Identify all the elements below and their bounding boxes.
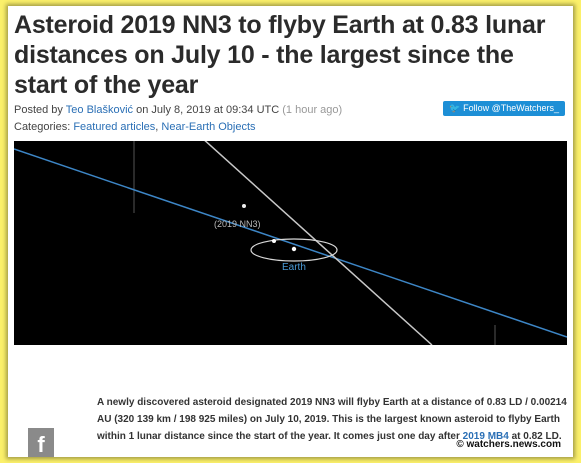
categories: Categories: Featured articles, Near-Eart… [14, 121, 256, 133]
moon-orbit-ellipse [250, 238, 338, 262]
twitter-follow-button[interactable]: 🐦 Follow @TheWatchers_ [442, 101, 565, 116]
category-separator: , [155, 121, 159, 133]
orbit-diagram: (2019 NN3) Earth [14, 141, 567, 345]
body-text-tail: at 0.82 LD. [511, 431, 562, 442]
body-text-lead: A newly discovered asteroid designated 2… [97, 397, 567, 442]
earth-orbit-line [14, 148, 567, 338]
category-link-neo[interactable]: Near-Earth Objects [161, 121, 256, 133]
relative-time: (1 hour ago) [282, 104, 343, 116]
categories-label: Categories: [14, 121, 71, 133]
author-link[interactable]: Teo Blašković [65, 104, 134, 116]
facebook-icon[interactable]: f [28, 428, 54, 457]
article-card: Asteroid 2019 NN3 to flyby Earth at 0.83… [8, 6, 573, 457]
asteroid-position-dot [242, 204, 246, 208]
post-date: on July 8, 2019 at 09:34 UTC [136, 104, 280, 116]
asteroid-label: (2019 NN3) [214, 219, 261, 229]
article-body: A newly discovered asteroid designated 2… [97, 394, 567, 445]
asteroid-mb4-link[interactable]: 2019 MB4 [462, 431, 509, 442]
asteroid-closest-dot [272, 239, 276, 243]
category-link-featured[interactable]: Featured articles [73, 121, 156, 133]
posted-by-label: Posted by [14, 104, 63, 116]
orbit-svg: (2019 NN3) Earth [14, 141, 567, 345]
asteroid-path-line [204, 141, 433, 345]
follow-label: Follow @TheWatchers_ [463, 103, 559, 113]
twitter-bird-icon: 🐦 [448, 103, 461, 113]
watermark: © watchers.news.com [454, 439, 563, 450]
earth-dot [291, 246, 297, 252]
post-meta: Posted by Teo Blašković on July 8, 2019 … [14, 104, 342, 116]
article-title: Asteroid 2019 NN3 to flyby Earth at 0.83… [14, 11, 546, 99]
earth-label: Earth [282, 262, 306, 273]
